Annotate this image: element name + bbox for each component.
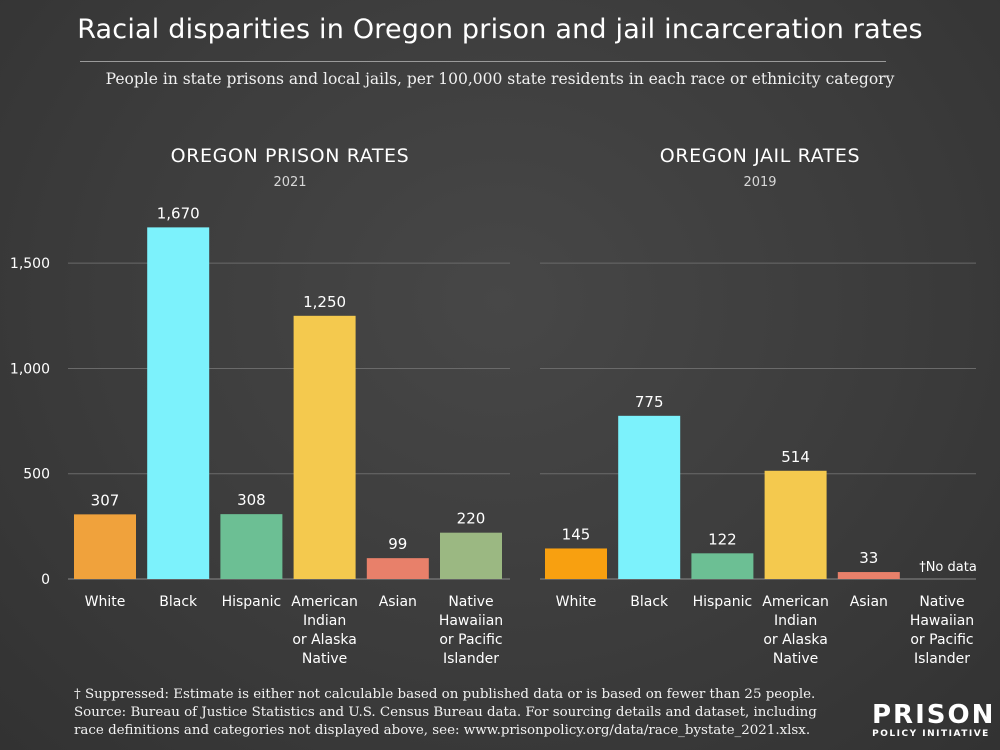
jail-panel-year: 2019 xyxy=(743,175,777,190)
chart-title: Racial disparities in Oregon prison and … xyxy=(77,14,923,45)
prison-value-label: 307 xyxy=(91,491,120,509)
chart-subtitle: People in state prisons and local jails,… xyxy=(105,70,895,88)
footnote-source: Source: Bureau of Justice Statistics and… xyxy=(74,705,817,720)
y-tick-label: 0 xyxy=(41,572,50,588)
prison-category-label: Indian xyxy=(303,613,346,629)
jail-value-label: 775 xyxy=(635,393,664,411)
prison-category-label: Native xyxy=(448,594,493,610)
jail-category-label: Hawaiian xyxy=(910,613,974,629)
jail-value-label: 145 xyxy=(562,525,591,543)
jail-no-data-label: †No data xyxy=(919,560,977,575)
jail-category-label: Islander xyxy=(914,651,970,667)
prison-category-label: Native xyxy=(302,651,347,667)
prison-category-label: Black xyxy=(159,594,198,610)
jail-bar xyxy=(837,572,900,579)
jail-category-label: or Alaska xyxy=(763,632,828,648)
prison-category-label: Hawaiian xyxy=(439,613,503,629)
jail-bar xyxy=(618,415,681,579)
prison-category-label: Asian xyxy=(379,594,417,610)
jail-bar xyxy=(545,548,607,579)
prison-category-label: American xyxy=(291,594,358,610)
logo-main-text: PRISON xyxy=(872,700,996,730)
title-divider xyxy=(80,61,886,62)
jail-category-label: Native xyxy=(773,651,818,667)
prison-value-label: 308 xyxy=(237,491,266,509)
y-tick-label: 500 xyxy=(23,467,50,483)
jail-category-label: Black xyxy=(630,594,669,610)
prison-bar xyxy=(74,514,136,579)
footnote-dataset: race definitions and categories not disp… xyxy=(74,723,811,738)
jail-category-label: White xyxy=(556,594,597,610)
prison-category-label: or Pacific xyxy=(439,632,502,648)
prison-bar xyxy=(220,514,283,579)
prison-value-label: 99 xyxy=(388,535,407,553)
prison-panel-title: OREGON PRISON RATES xyxy=(170,145,410,167)
jail-value-label: 122 xyxy=(708,530,737,548)
prison-category-label: Islander xyxy=(443,651,499,667)
jail-value-label: 33 xyxy=(859,549,878,567)
prison-bar xyxy=(366,558,429,579)
jail-category-label: American xyxy=(762,594,829,610)
jail-category-label: or Pacific xyxy=(910,632,973,648)
jail-bar xyxy=(691,553,754,579)
y-tick-label: 1,500 xyxy=(10,256,50,272)
logo-sub-text: POLICY INITIATIVE xyxy=(872,729,990,739)
prison-category-label: Hispanic xyxy=(222,594,282,610)
prison-bar xyxy=(440,532,502,579)
prison-value-label: 1,250 xyxy=(303,293,346,311)
prison-panel-year: 2021 xyxy=(273,175,307,190)
jail-category-label: Indian xyxy=(774,613,817,629)
footnote: † Suppressed: Estimate is either not cal… xyxy=(74,686,874,740)
jail-category-label: Asian xyxy=(850,594,888,610)
prison-bar xyxy=(293,315,356,579)
jail-category-label: Native xyxy=(919,594,964,610)
y-tick-label: 1,000 xyxy=(10,361,50,377)
prison-bar xyxy=(147,227,210,579)
jail-panel-title: OREGON JAIL RATES xyxy=(659,145,861,167)
prison-category-label: White xyxy=(85,594,126,610)
footnote-suppressed: † Suppressed: Estimate is either not cal… xyxy=(74,687,816,702)
jail-bar xyxy=(764,470,827,579)
prison-policy-logo: PRISON POLICY INITIATIVE xyxy=(872,700,996,740)
jail-category-label: Hispanic xyxy=(693,594,753,610)
prison-value-label: 1,670 xyxy=(157,204,200,222)
prison-value-label: 220 xyxy=(457,510,486,528)
prison-category-label: or Alaska xyxy=(292,632,357,648)
jail-value-label: 514 xyxy=(781,448,810,466)
